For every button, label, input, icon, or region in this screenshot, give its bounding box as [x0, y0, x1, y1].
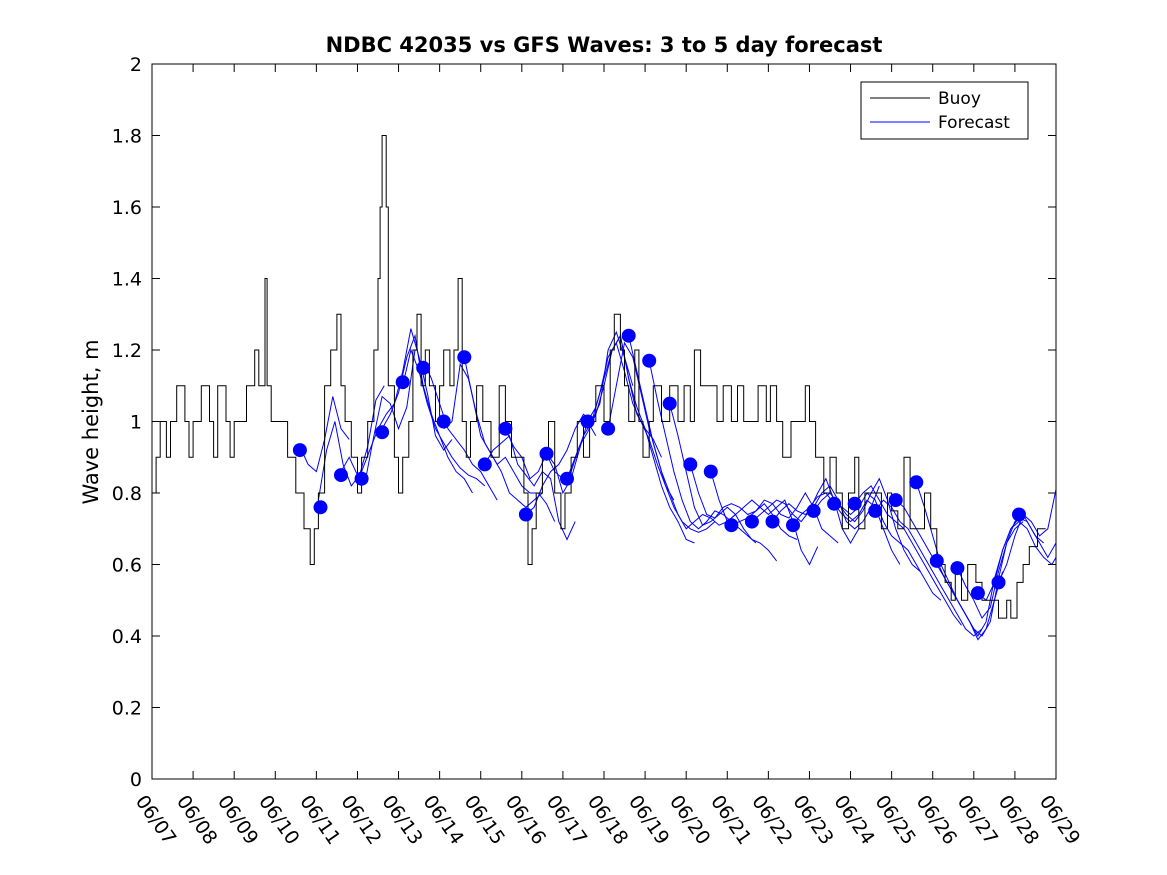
forecast-line [566, 341, 675, 501]
forecast-marker [868, 503, 883, 518]
y-tick-label: 1 [130, 412, 142, 434]
y-tick-label: 0.2 [112, 698, 142, 720]
forecast-marker [354, 471, 369, 486]
forecast-line [854, 485, 962, 626]
forecast-marker [518, 507, 533, 522]
forecast-marker [724, 518, 739, 533]
y-tick-label: 0.6 [112, 555, 142, 577]
forecast-marker [498, 421, 513, 436]
forecast-marker [950, 561, 965, 576]
forecast-line [689, 464, 798, 540]
forecast-line [977, 520, 1057, 602]
forecast-marker [416, 360, 431, 375]
forecast-marker [662, 396, 677, 411]
y-tick-label: 1.6 [112, 197, 142, 219]
forecast-marker [786, 518, 800, 533]
forecast-marker [560, 471, 574, 486]
y-tick-label: 1.4 [112, 269, 142, 291]
forecast-line [628, 335, 736, 530]
forecast-marker [909, 475, 924, 490]
forecast-marker [744, 514, 759, 529]
forecast-line [587, 334, 695, 544]
forecast-line [998, 489, 1057, 583]
buoy-line [152, 135, 1046, 619]
legend-box [860, 81, 1029, 140]
y-tick-label: 0.8 [112, 483, 142, 505]
forecast-marker [436, 414, 451, 429]
legend-forecast-label: Forecast [938, 113, 1010, 133]
forecast-line [402, 348, 486, 487]
forecast-line [772, 485, 880, 530]
forecast-marker [683, 457, 698, 472]
forecast-line [751, 477, 860, 544]
legend-buoy-label: Buoy [938, 89, 981, 109]
forecast-line [874, 499, 983, 637]
plot-frame [151, 63, 1057, 780]
forecast-marker [827, 496, 842, 511]
forecast-marker [970, 586, 985, 601]
forecast-marker [601, 421, 616, 436]
y-axis-label: Wave height, m [79, 339, 103, 504]
forecast-marker [334, 468, 348, 483]
forecast-marker [375, 425, 390, 440]
forecast-marker [888, 493, 903, 508]
forecast-line [381, 333, 473, 494]
forecast-marker [765, 514, 780, 529]
y-tick-label: 0 [130, 769, 142, 791]
chart-title: NDBC 42035 vs GFS Waves: 3 to 5 day fore… [326, 33, 883, 57]
forecast-marker [621, 328, 636, 343]
y-tick-label: 0.4 [112, 626, 142, 648]
forecast-marker [929, 553, 944, 568]
forecast-marker [703, 464, 718, 479]
forecast-marker [806, 503, 821, 518]
forecast-line [463, 357, 556, 522]
y-tick-label: 2 [130, 54, 142, 76]
forecast-marker [457, 350, 472, 365]
y-tick-label: 1.2 [112, 340, 142, 362]
forecast-marker [1012, 507, 1026, 522]
forecast-line [484, 434, 576, 541]
forecast-line [813, 477, 921, 572]
forecast-marker [847, 496, 862, 511]
forecast-marker [395, 375, 410, 390]
legend: Buoy Forecast [860, 81, 1029, 140]
y-tick-label: 1.8 [112, 126, 142, 148]
forecast-marker [642, 353, 657, 368]
forecast-marker [292, 443, 307, 458]
forecast-line [956, 513, 1057, 620]
forecast-marker [991, 575, 1006, 590]
forecast-line [340, 349, 416, 480]
forecast-line [317, 385, 385, 501]
forecast-marker [313, 500, 328, 515]
forecast-marker [477, 457, 492, 472]
forecast-marker [539, 446, 554, 461]
forecast-marker [580, 414, 595, 429]
